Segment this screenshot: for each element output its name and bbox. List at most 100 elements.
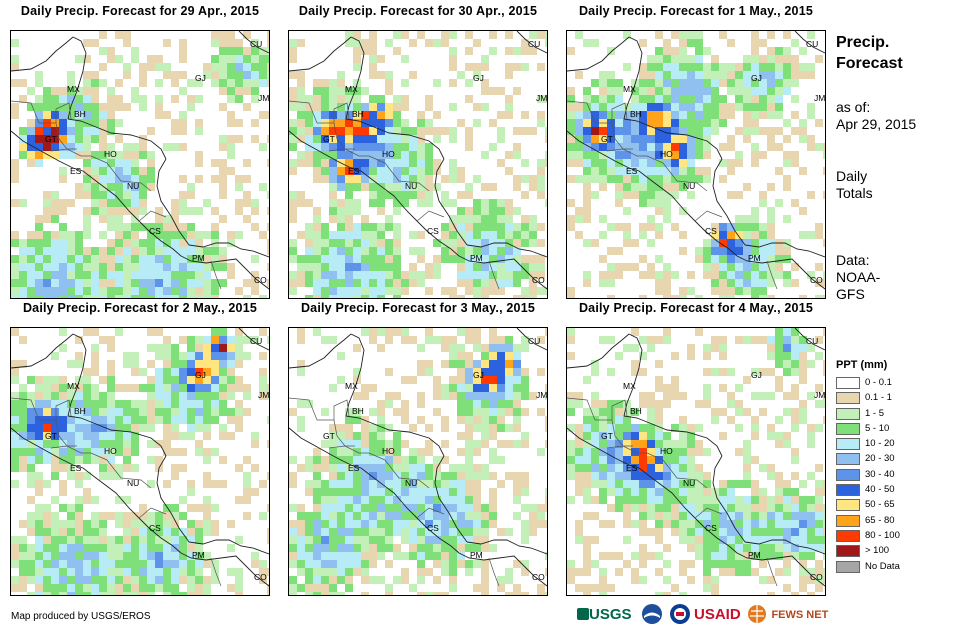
- country-label: BH: [74, 406, 86, 416]
- country-label: CS: [705, 523, 717, 533]
- country-label: CO: [810, 275, 823, 285]
- legend-swatch: [836, 453, 860, 466]
- country-label: GT: [601, 134, 613, 144]
- panel-title: Daily Precip. Forecast for 4 May., 2015: [578, 301, 814, 315]
- precip-grid: [567, 328, 825, 595]
- country-label: CO: [532, 572, 545, 582]
- country-label: CS: [427, 523, 439, 533]
- country-label: JM: [258, 390, 270, 400]
- country-label: CO: [810, 572, 823, 582]
- sidebar-title: Precip. Forecast: [836, 32, 956, 74]
- country-label: JM: [536, 390, 548, 400]
- forecast-panel: Daily Precip. Forecast for 4 May., 2015 M…: [556, 297, 836, 597]
- country-label: ES: [626, 166, 638, 176]
- daily-line2: Totals: [836, 185, 873, 201]
- country-label: NU: [405, 478, 418, 488]
- country-label: NU: [127, 181, 140, 191]
- country-label: JM: [536, 93, 548, 103]
- country-label: MX: [345, 381, 358, 391]
- country-label: HO: [382, 446, 395, 456]
- legend-swatch: [836, 545, 860, 558]
- legend-item: No Data: [836, 560, 966, 575]
- precip-map: MX BH GT HO ES NU CS PM CU GJ JM CO: [288, 327, 548, 596]
- country-label: BH: [352, 109, 364, 119]
- fewsnet-globe-icon: [748, 605, 766, 623]
- legend-item: 40 - 50: [836, 483, 966, 498]
- legend-label: 10 - 20: [865, 438, 895, 450]
- country-label: GJ: [195, 370, 206, 380]
- legend-swatch: [836, 468, 860, 481]
- country-label: GT: [323, 134, 335, 144]
- fewsnet-logo: FEWS NET: [747, 603, 828, 627]
- legend-swatch: [836, 560, 860, 573]
- panel-title: Daily Precip. Forecast for 1 May., 2015: [578, 4, 814, 18]
- country-outlines: [11, 328, 269, 587]
- usgs-logo-text: USGS: [589, 606, 632, 623]
- country-label: BH: [352, 406, 364, 416]
- country-label: MX: [623, 84, 636, 94]
- country-label: CU: [806, 39, 819, 49]
- legend-item: 80 - 100: [836, 529, 966, 544]
- legend-label: 20 - 30: [865, 453, 895, 465]
- forecast-panel: Daily Precip. Forecast for 3 May., 2015 M…: [278, 297, 558, 597]
- legend-swatch: [836, 499, 860, 512]
- sidebar-title-line2: Forecast: [836, 55, 903, 72]
- country-label: GT: [323, 431, 335, 441]
- precip-map: MX BH GT HO ES NU CS PM CU GJ JM CO: [288, 30, 548, 299]
- country-label: HO: [382, 149, 395, 159]
- precip-map: MX BH GT HO ES NU CS PM CU GJ JM CO: [566, 327, 826, 596]
- map-credit: Map produced by USGS/EROS: [11, 611, 151, 622]
- asof-date: Apr 29, 2015: [836, 116, 917, 132]
- legend-item: 0.1 - 1: [836, 391, 966, 406]
- country-label: NU: [683, 478, 696, 488]
- data-line2: NOAA-: [836, 269, 881, 285]
- country-label: GT: [601, 431, 613, 441]
- legend-label: 1 - 5: [865, 407, 885, 419]
- usaid-seal-icon: [669, 603, 691, 627]
- legend-swatch: [836, 407, 860, 420]
- fewsnet-logo-text: FEWS NET: [771, 609, 829, 621]
- country-label: ES: [70, 166, 82, 176]
- precip-grid: [11, 328, 269, 595]
- ppt-legend: PPT (mm) 0 - 0.1 0.1 - 1 1 - 5 5 - 10 10 - 2…: [836, 358, 966, 575]
- noaa-emblem-icon: [642, 604, 662, 624]
- country-label: MX: [623, 381, 636, 391]
- precip-map: MX BH GT HO ES NU CS PM CU GJ JM CO: [10, 327, 270, 596]
- legend-item: 20 - 30: [836, 452, 966, 467]
- legend-item: 5 - 10: [836, 422, 966, 437]
- usgs-logo: USGS: [577, 603, 632, 627]
- precip-grid: [567, 31, 825, 298]
- legend-swatch: [836, 392, 860, 405]
- legend-item: 0 - 0.1: [836, 376, 966, 391]
- country-label: JM: [258, 93, 270, 103]
- legend-title: PPT (mm): [836, 359, 888, 371]
- legend-label: 0.1 - 1: [865, 392, 892, 404]
- country-label: CU: [806, 336, 819, 346]
- country-label: CU: [528, 39, 541, 49]
- legend-swatch: [836, 422, 860, 435]
- country-label: NU: [127, 478, 140, 488]
- partner-logos: USGS USAID FEWS NET: [577, 603, 828, 629]
- country-label: CS: [149, 226, 161, 236]
- country-outlines: [289, 31, 547, 290]
- country-outlines: [567, 31, 825, 290]
- country-label: HO: [660, 149, 673, 159]
- country-label: CO: [254, 275, 267, 285]
- legend-label: 5 - 10: [865, 422, 890, 434]
- country-label: ES: [626, 463, 638, 473]
- country-label: CO: [254, 572, 267, 582]
- legend-swatch: [836, 529, 860, 542]
- legend-item: 10 - 20: [836, 437, 966, 452]
- country-label: PM: [470, 253, 483, 263]
- country-label: MX: [67, 381, 80, 391]
- legend-label: 80 - 100: [865, 529, 900, 541]
- data-line1: Data:: [836, 252, 870, 268]
- country-outlines: [567, 328, 825, 587]
- forecast-panel: Daily Precip. Forecast for 1 May., 2015 M…: [556, 0, 836, 300]
- country-label: CS: [427, 226, 439, 236]
- usaid-logo: USAID: [694, 606, 741, 623]
- panel-title: Daily Precip. Forecast for 30 Apr., 2015: [298, 4, 538, 18]
- legend-item: 50 - 65: [836, 498, 966, 513]
- precip-grid: [289, 328, 547, 595]
- country-outlines: [11, 31, 269, 290]
